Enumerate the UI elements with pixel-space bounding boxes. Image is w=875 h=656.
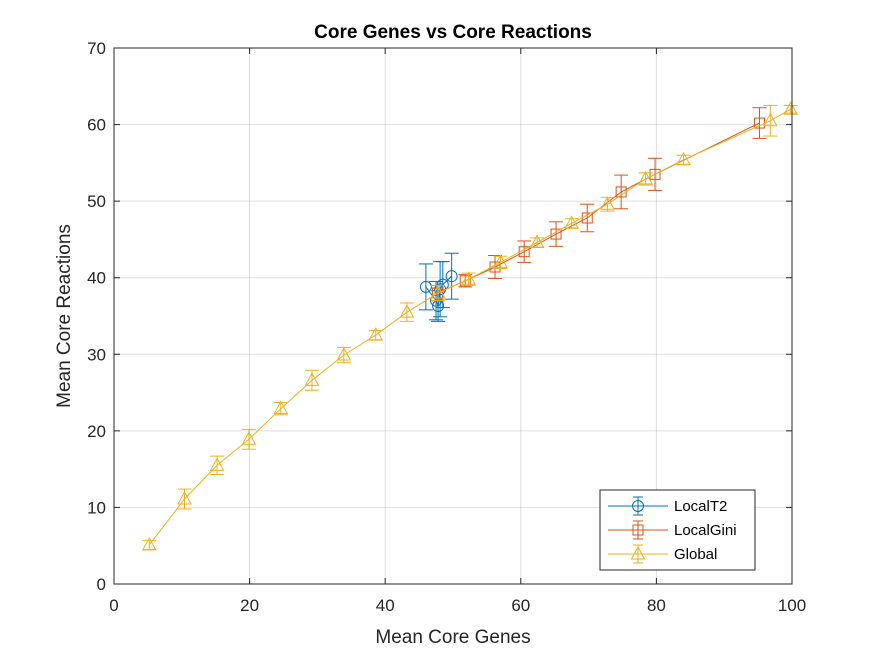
y-tick-label: 0 bbox=[97, 575, 106, 594]
y-tick-label: 40 bbox=[87, 269, 106, 288]
data-point bbox=[368, 327, 384, 341]
legend-label: LocalGini bbox=[674, 522, 737, 539]
data-point bbox=[461, 271, 476, 285]
data-point bbox=[209, 457, 225, 471]
legend-label: Global bbox=[674, 546, 717, 563]
data-point bbox=[493, 254, 508, 268]
legend: LocalT2 LocalGini Global bbox=[599, 489, 756, 571]
data-point bbox=[177, 490, 192, 505]
data-point bbox=[638, 170, 653, 185]
legend-label: LocalT2 bbox=[674, 498, 727, 515]
legend-marker bbox=[632, 524, 644, 536]
x-tick-label: 40 bbox=[376, 596, 395, 615]
y-tick-label: 50 bbox=[87, 192, 106, 211]
y-tick-label: 70 bbox=[87, 39, 106, 58]
x-tick-label: 60 bbox=[511, 596, 530, 615]
y-tick-label: 60 bbox=[87, 116, 106, 135]
data-point bbox=[241, 431, 257, 445]
data-point bbox=[600, 196, 615, 210]
series-layer bbox=[141, 101, 798, 551]
y-tick-label: 20 bbox=[87, 422, 106, 441]
chart-title: Core Genes vs Core Reactions bbox=[314, 22, 592, 43]
y-tick-label: 30 bbox=[87, 345, 106, 364]
axes-box bbox=[113, 47, 793, 585]
x-tick-label: 20 bbox=[240, 596, 259, 615]
x-axis-label: Mean Core Genes bbox=[375, 627, 530, 648]
legend-marker bbox=[630, 545, 646, 560]
x-tick-label: 0 bbox=[109, 596, 118, 615]
series-global bbox=[141, 101, 798, 551]
data-point bbox=[445, 270, 458, 283]
data-point bbox=[676, 151, 691, 166]
data-point bbox=[304, 372, 320, 386]
ticks: 0 20 40 60 80 100 0 10 20 30 40 50 60 70 bbox=[87, 39, 806, 615]
data-point bbox=[336, 347, 352, 361]
data-point bbox=[649, 168, 661, 180]
data-point bbox=[430, 284, 446, 299]
legend-item-global: Global bbox=[608, 544, 717, 564]
legend-marker bbox=[632, 500, 644, 512]
legend-item-localgini: LocalGini bbox=[608, 520, 737, 540]
data-point bbox=[550, 228, 562, 240]
y-tick-label: 10 bbox=[87, 498, 106, 517]
data-point bbox=[399, 304, 415, 318]
data-point bbox=[762, 112, 778, 127]
x-tick-label: 100 bbox=[778, 596, 806, 615]
data-point bbox=[564, 215, 579, 229]
data-point bbox=[419, 280, 432, 293]
data-point bbox=[141, 536, 157, 551]
y-axis-label: Mean Core Reactions bbox=[54, 224, 75, 408]
data-point bbox=[273, 400, 289, 415]
legend-item-localt2: LocalT2 bbox=[608, 496, 727, 516]
data-point bbox=[783, 101, 798, 115]
data-point bbox=[529, 234, 545, 248]
x-tick-label: 80 bbox=[647, 596, 666, 615]
